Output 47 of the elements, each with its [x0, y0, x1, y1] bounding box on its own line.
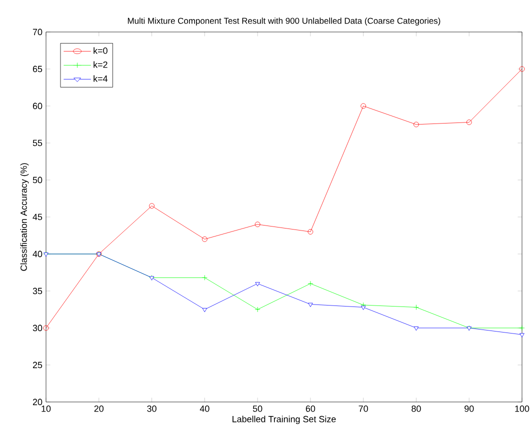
y-tick-label: 70	[32, 28, 42, 36]
point	[414, 122, 419, 128]
point	[308, 280, 314, 286]
legend-label: k=2	[94, 61, 108, 68]
x-tick-label: 100	[515, 406, 530, 412]
y-tick-label: 30	[32, 324, 42, 332]
point	[360, 306, 366, 310]
point	[43, 325, 49, 331]
point	[255, 282, 260, 286]
y-tick-label: 40	[32, 250, 42, 258]
point	[519, 66, 525, 72]
legend-label: k=4	[94, 75, 108, 82]
x-tick-label: 80	[412, 406, 421, 412]
point	[202, 308, 208, 312]
point	[254, 222, 260, 228]
x-tick-label: 90	[464, 406, 474, 412]
x-tick-label: 70	[358, 406, 368, 412]
x-tick-label: 20	[94, 406, 104, 412]
y-tick-label: 20	[32, 398, 42, 406]
x-tick-label: 50	[252, 406, 262, 412]
legend-label: k=0	[94, 47, 108, 54]
point	[202, 274, 208, 280]
chart-title: Multi Mixture Component Test Result with 900 Unlabelled Data (Coarse Categories)	[128, 18, 440, 26]
point	[308, 302, 313, 308]
y-tick-label: 55	[32, 140, 42, 146]
point	[519, 325, 525, 331]
x-tick-label: 60	[306, 406, 316, 412]
x-tick-label: 40	[200, 406, 210, 412]
y-tick-label: 60	[32, 102, 42, 110]
point	[308, 229, 314, 234]
y-tick-label: 35	[32, 288, 42, 294]
y-tick-label: 65	[32, 66, 42, 72]
y-tick-label: 50	[32, 176, 42, 184]
point	[414, 326, 419, 331]
x-tick-label: 10	[42, 406, 51, 412]
point	[149, 203, 154, 209]
point	[466, 120, 472, 125]
y-tick-label: 25	[32, 362, 42, 368]
x-tick-label: 30	[147, 406, 156, 412]
y-axis-title: Classification Accuracy (%)	[20, 163, 29, 271]
point	[414, 304, 419, 310]
y-tick-label: 45	[32, 214, 42, 220]
point	[360, 103, 366, 109]
point	[520, 333, 524, 338]
point	[254, 306, 260, 312]
point	[202, 236, 208, 242]
x-axis-title: Labelled Training Set Size	[232, 416, 336, 424]
